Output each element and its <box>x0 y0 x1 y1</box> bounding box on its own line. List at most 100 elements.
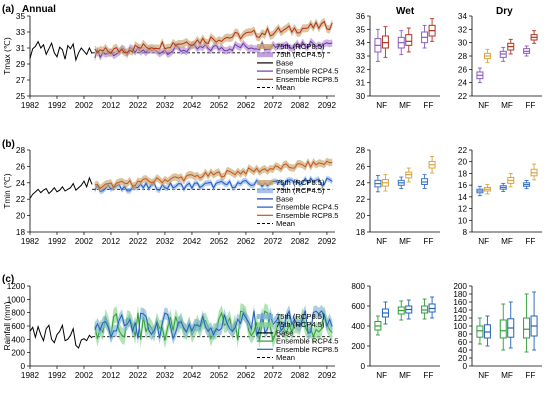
base-line <box>29 176 93 199</box>
x-tick-label: 2032 <box>156 101 175 110</box>
x-tick-label: 2092 <box>318 101 337 110</box>
header-annual: Annual <box>22 4 56 15</box>
y-tick-label: 33 <box>16 28 26 37</box>
y-tick-label: 35 <box>356 25 366 34</box>
y-tick-label: 1200 <box>7 282 26 291</box>
legend-entry: 75th (RCP8.5) <box>276 312 325 321</box>
y-tick-label: 160 <box>453 298 467 307</box>
x-tick-label: 1992 <box>48 237 67 246</box>
header-dry: Dry <box>496 6 513 17</box>
x-tick-label: NF <box>376 237 387 246</box>
x-tick-label: 2052 <box>210 101 229 110</box>
panel-label-b: (b) <box>2 139 15 150</box>
x-tick-label: 2032 <box>156 237 175 246</box>
x-tick-label: 1982 <box>21 101 40 110</box>
base-line <box>29 323 93 349</box>
x-tick-label: NF <box>478 237 489 246</box>
x-tick-label: 2022 <box>129 371 148 380</box>
y-tick-label: 20 <box>356 212 366 221</box>
y-tick-label: 10 <box>458 216 468 225</box>
y-tick-label: 200 <box>453 282 467 291</box>
line-panel-c: 0 200 400 600 800 1000 1200 1982 1992 2002 2012 202… <box>3 282 338 380</box>
x-tick-label: 2052 <box>210 237 229 246</box>
x-tick-label: FF <box>525 371 535 380</box>
y-tick-label: 27 <box>16 76 26 85</box>
y-tick-label: 80 <box>458 330 468 339</box>
y-tick-label: 20 <box>458 158 468 167</box>
y-tick-label: 28 <box>356 146 366 155</box>
x-tick-label: 2042 <box>183 371 202 380</box>
x-tick-label: 2062 <box>237 371 256 380</box>
y-tick-label: 28 <box>16 146 26 155</box>
y-tick-label: 800 <box>11 309 25 318</box>
legend-entry: Ensemble RCP4.5 <box>276 337 338 346</box>
y-axis-label: Tmax (℃) <box>3 37 12 75</box>
y-tick-label: 22 <box>458 146 468 155</box>
x-tick-label: FF <box>423 101 433 110</box>
x-tick-label: 2012 <box>102 371 121 380</box>
y-tick-label: 24 <box>16 179 26 188</box>
y-tick-label: 60 <box>458 338 468 347</box>
band-ensemble-rcp4-5 <box>94 303 333 349</box>
y-tick-label: 22 <box>356 195 366 204</box>
x-tick-label: 2072 <box>264 371 283 380</box>
x-tick-label: NF <box>478 371 489 380</box>
y-tick-label: 0 <box>20 362 25 371</box>
x-tick-label: 1982 <box>21 371 40 380</box>
x-tick-label: 2022 <box>129 101 148 110</box>
box-panel-b-wet: 18 20 22 24 26 28 NF MF FF <box>356 146 440 246</box>
y-tick-label: 34 <box>356 39 366 48</box>
x-tick-label: MF <box>501 237 513 246</box>
legend-entry: 75th (RCP4.5) <box>276 186 325 195</box>
y-tick-label: 120 <box>453 314 467 323</box>
box-iqr <box>476 325 484 338</box>
x-tick-label: FF <box>525 101 535 110</box>
y-tick-label: 12 <box>458 205 468 214</box>
legend-entry: Ensemble RCP8.5 <box>276 211 338 220</box>
y-tick-label: 35 <box>16 12 26 21</box>
box-iqr <box>523 317 531 339</box>
y-tick-label: 31 <box>356 79 366 88</box>
x-tick-label: 2012 <box>102 101 121 110</box>
y-tick-label: 16 <box>458 181 468 190</box>
y-tick-label: 0 <box>360 362 365 371</box>
y-tick-label: 29 <box>16 60 26 69</box>
x-tick-label: 2092 <box>318 237 337 246</box>
x-tick-label: 1982 <box>21 237 40 246</box>
x-tick-label: NF <box>376 371 387 380</box>
base-line <box>29 40 93 62</box>
y-tick-label: 24 <box>458 79 468 88</box>
y-tick-label: 600 <box>351 302 365 311</box>
y-tick-label: 26 <box>458 65 468 74</box>
legend-entry: Ensemble RCP8.5 <box>276 345 338 354</box>
y-tick-label: 34 <box>458 12 468 21</box>
y-tick-label: 20 <box>458 354 468 363</box>
legend-entry: Ensemble RCP8.5 <box>276 75 338 84</box>
y-tick-label: 31 <box>16 44 26 53</box>
legend-entry: Mean <box>276 219 295 228</box>
x-tick-label: NF <box>376 101 387 110</box>
x-tick-label: 2002 <box>75 237 94 246</box>
legend-entry: 75th (RCP8.5) <box>276 178 325 187</box>
y-tick-label: 140 <box>453 306 467 315</box>
y-tick-label: 400 <box>11 335 25 344</box>
y-tick-label: 32 <box>356 65 366 74</box>
box-iqr <box>405 34 413 46</box>
legend-swatch <box>257 188 273 194</box>
x-tick-label: 2062 <box>237 237 256 246</box>
x-tick-label: 2082 <box>291 371 310 380</box>
x-tick-label: 2002 <box>75 101 94 110</box>
ensemble-ensemble-rcp8-5 <box>94 309 333 341</box>
legend-swatch <box>257 44 273 49</box>
legend-entry: 75th (RCP4.5) <box>276 320 325 329</box>
y-tick-label: 200 <box>11 349 25 358</box>
legend-entry: Base <box>276 328 293 337</box>
y-tick-label: 30 <box>356 92 366 101</box>
x-tick-label: MF <box>501 371 513 380</box>
ensemble-ensemble-rcp8-5 <box>94 160 333 190</box>
x-tick-label: 2082 <box>291 237 310 246</box>
legend-entry: 75th (RCP8.5) <box>276 42 325 51</box>
x-tick-label: 1992 <box>48 101 67 110</box>
